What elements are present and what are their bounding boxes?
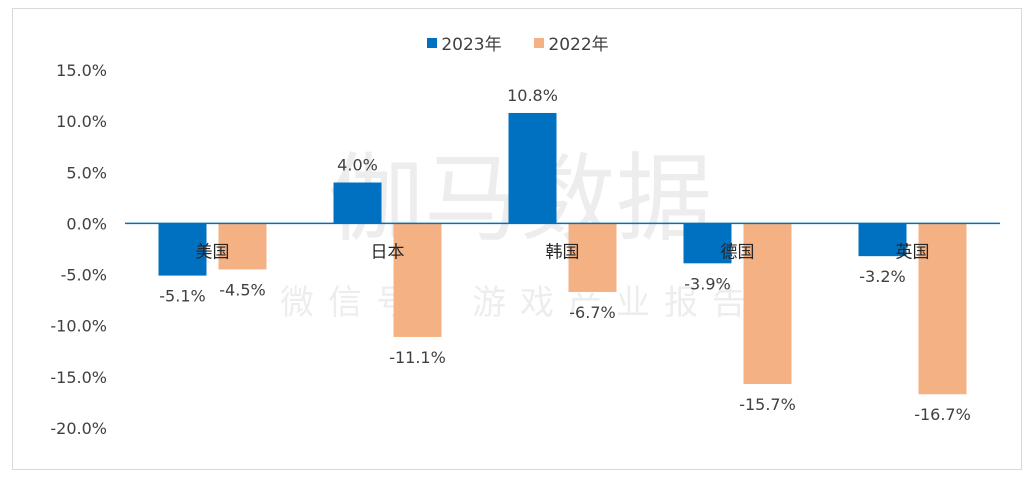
data-label: -6.7% bbox=[569, 303, 615, 322]
y-tick-label: 0.0% bbox=[66, 214, 107, 233]
data-label: 4.0% bbox=[337, 156, 378, 175]
y-tick-label: 15.0% bbox=[56, 61, 107, 80]
data-label: -3.2% bbox=[859, 267, 905, 286]
data-label: -3.9% bbox=[684, 274, 730, 293]
data-label: -5.1% bbox=[159, 287, 205, 306]
y-tick-label: 5.0% bbox=[66, 163, 107, 182]
bar bbox=[393, 223, 442, 337]
bar bbox=[918, 223, 967, 395]
y-tick-label: -5.0% bbox=[61, 266, 107, 285]
watermark-sub: 微信号：游戏产业报告 bbox=[280, 283, 760, 323]
data-label: -11.1% bbox=[389, 348, 446, 367]
category-label: 美国 bbox=[196, 242, 230, 262]
y-tick-label: -15.0% bbox=[50, 368, 107, 387]
legend: 2023年 2022年 bbox=[0, 30, 1036, 55]
data-label: -15.7% bbox=[739, 395, 796, 414]
category-label: 日本 bbox=[371, 242, 405, 262]
data-label: -4.5% bbox=[219, 280, 265, 299]
legend-label-2022: 2022年 bbox=[548, 35, 609, 55]
bar bbox=[568, 223, 617, 292]
data-label: 10.8% bbox=[507, 86, 558, 105]
bar bbox=[858, 223, 907, 257]
bar bbox=[218, 223, 267, 270]
y-tick-label: -20.0% bbox=[50, 419, 107, 438]
y-tick-label: -10.0% bbox=[50, 317, 107, 336]
legend-label-2023: 2023年 bbox=[441, 35, 502, 55]
bar bbox=[743, 223, 792, 385]
bar bbox=[333, 182, 382, 224]
legend-swatch-2023 bbox=[427, 37, 438, 48]
category-label: 韩国 bbox=[546, 242, 580, 262]
data-label: -16.7% bbox=[914, 405, 971, 424]
y-tick-label: 10.0% bbox=[56, 112, 107, 131]
bar bbox=[508, 112, 557, 224]
bar bbox=[683, 223, 732, 264]
bar bbox=[158, 223, 207, 276]
legend-swatch-2022 bbox=[534, 37, 545, 48]
category-label: 德国 bbox=[721, 242, 755, 262]
category-label: 英国 bbox=[896, 242, 930, 262]
chart-frame bbox=[12, 8, 1022, 470]
